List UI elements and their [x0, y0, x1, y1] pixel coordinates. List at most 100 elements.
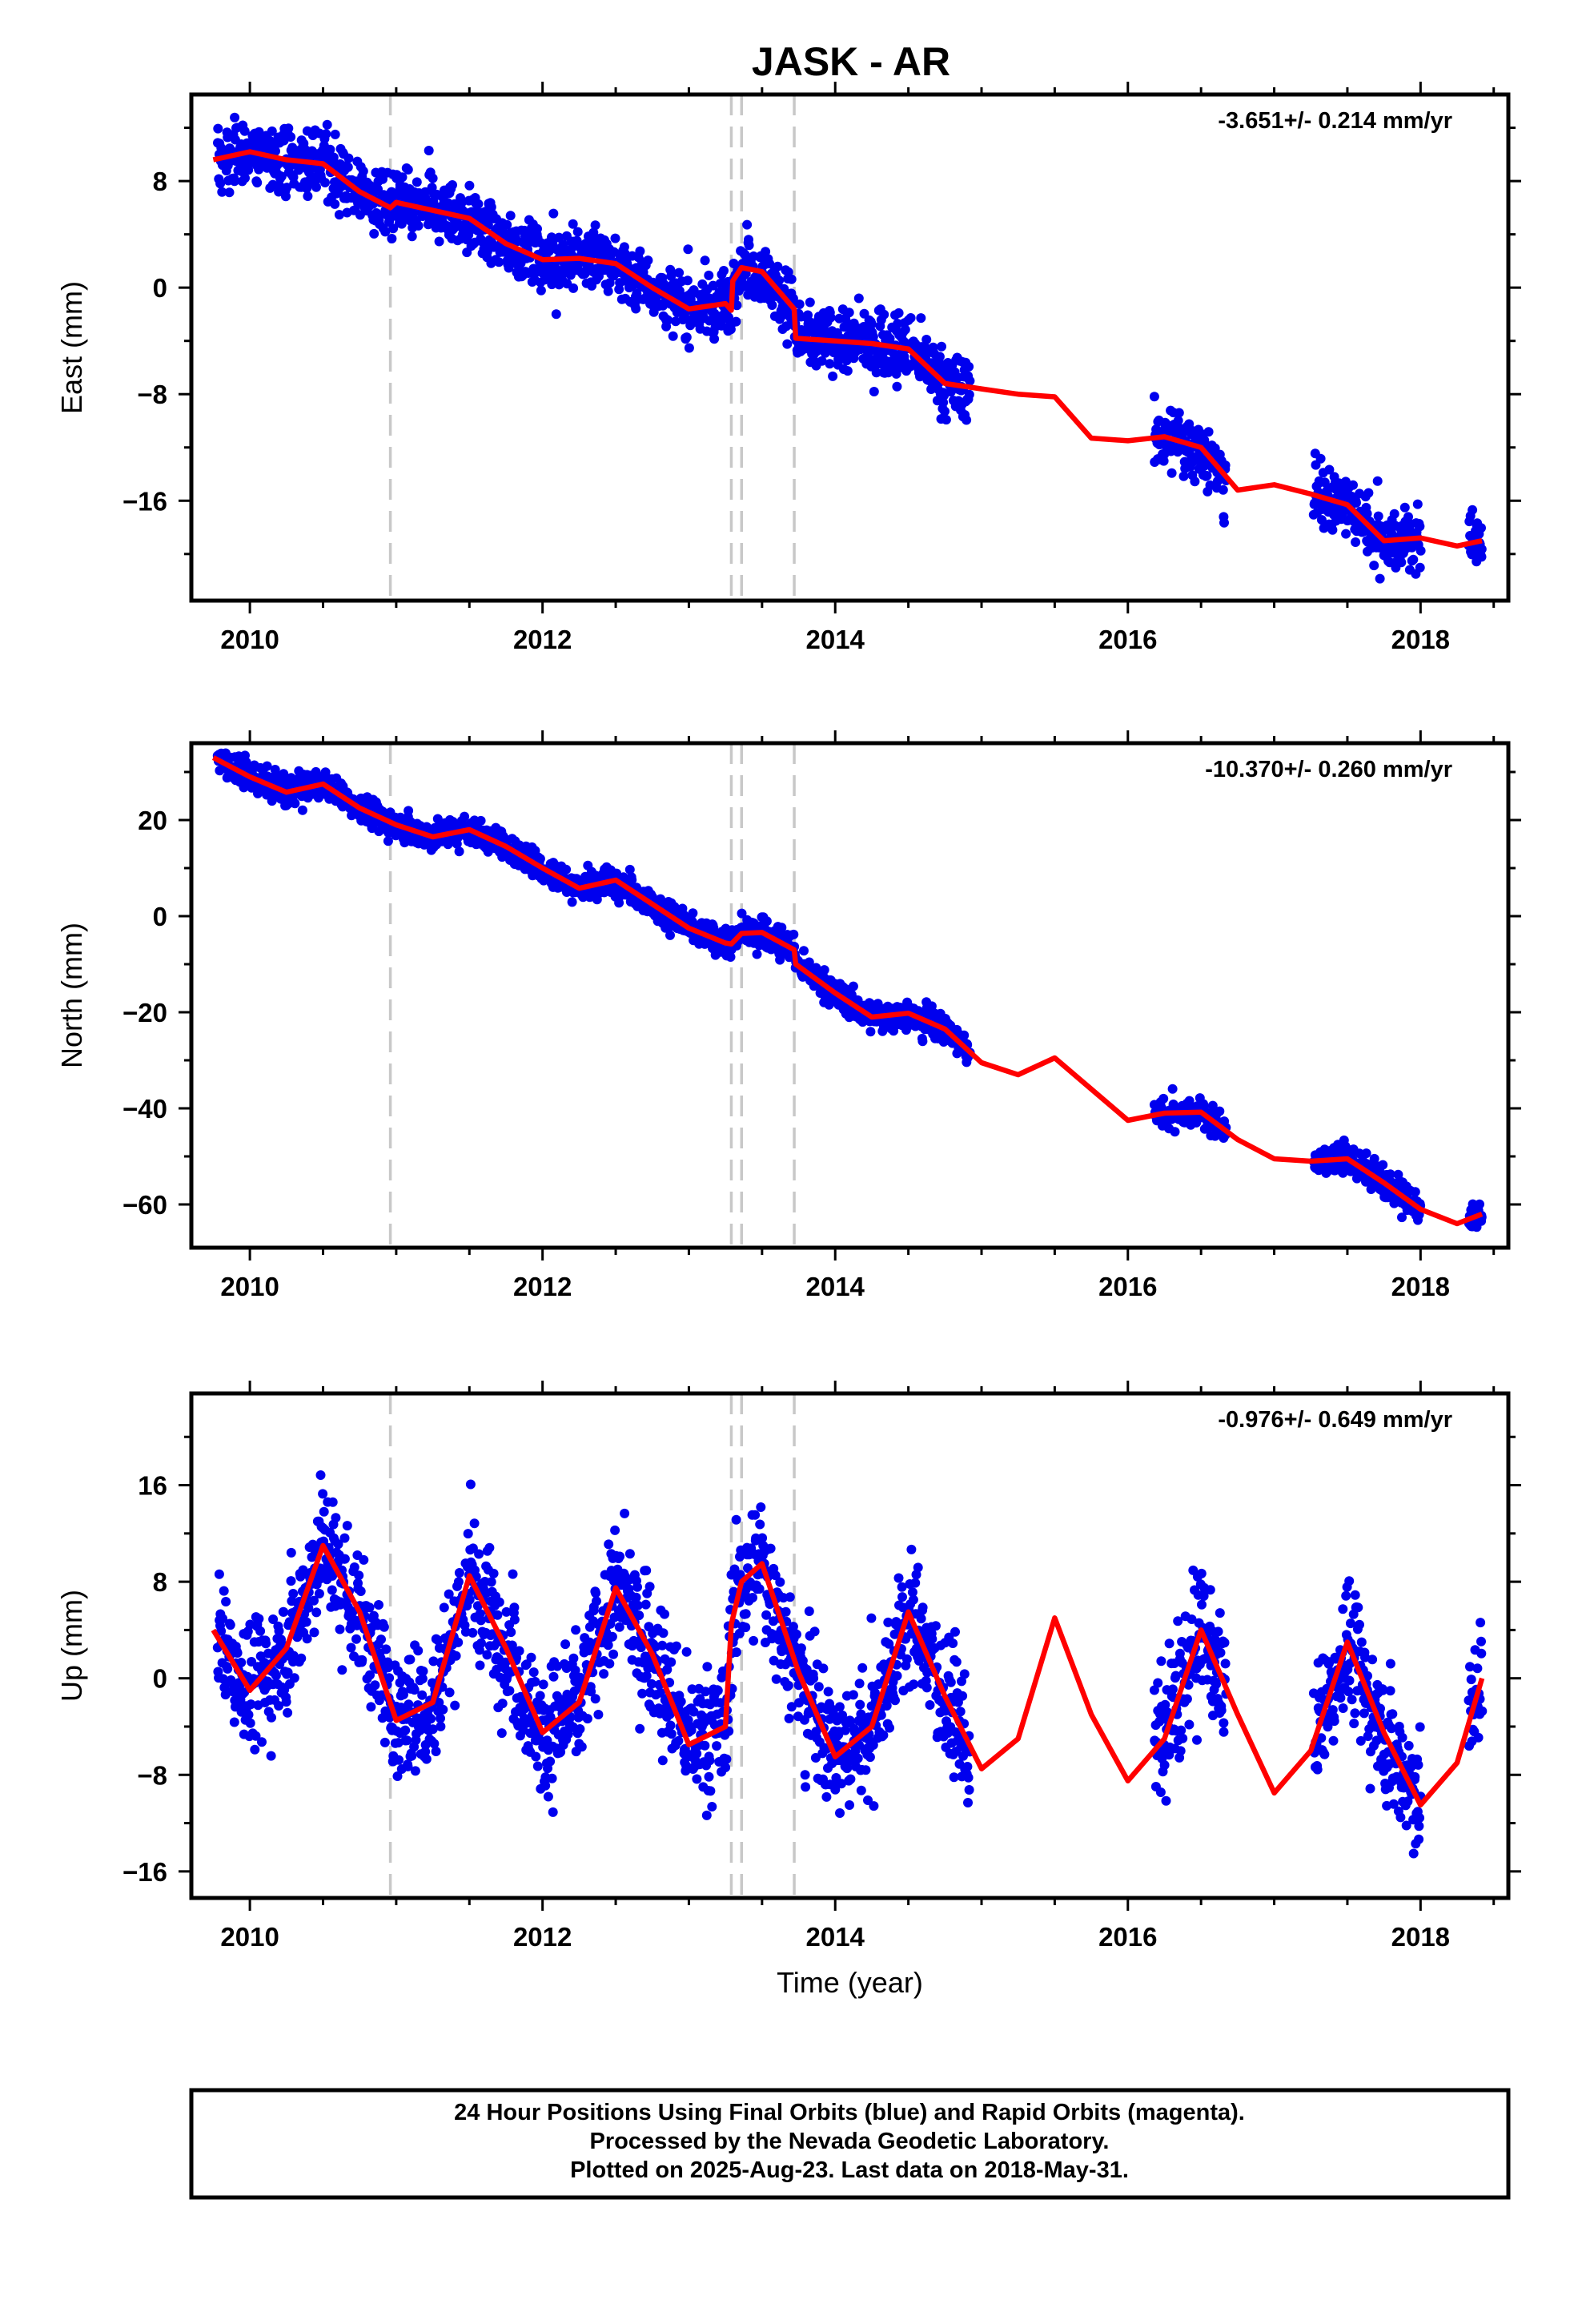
- data-point: [568, 283, 579, 293]
- data-point: [868, 332, 878, 342]
- data-point: [865, 1027, 876, 1037]
- data-point: [893, 308, 904, 318]
- data-point: [496, 1728, 507, 1739]
- data-point: [358, 166, 368, 176]
- data-point: [488, 1568, 499, 1578]
- data-point: [251, 1731, 261, 1741]
- data-point: [216, 1626, 227, 1636]
- east-y-axis-label: East (mm): [55, 281, 88, 414]
- data-point: [825, 359, 835, 369]
- data-point: [632, 1582, 642, 1592]
- data-point: [627, 875, 637, 885]
- data-point: [380, 227, 391, 237]
- data-point: [243, 1710, 254, 1720]
- data-point: [469, 1518, 480, 1529]
- data-point: [266, 1751, 276, 1761]
- data-point: [288, 1651, 299, 1661]
- data-point: [476, 815, 486, 826]
- data-point: [732, 300, 742, 311]
- data-point: [590, 1694, 600, 1704]
- data-point: [474, 1549, 484, 1559]
- data-point: [528, 1667, 539, 1678]
- data-point: [339, 1533, 350, 1543]
- data-point: [657, 1640, 668, 1651]
- x-tick-label: 2016: [1098, 625, 1157, 654]
- data-point: [777, 923, 787, 933]
- data-point: [282, 183, 292, 193]
- data-point: [782, 339, 793, 349]
- data-point: [369, 228, 379, 239]
- data-point: [1315, 453, 1326, 464]
- data-point: [671, 316, 681, 327]
- data-point: [365, 1670, 375, 1680]
- data-point: [752, 949, 762, 959]
- data-point: [917, 1036, 928, 1047]
- data-point: [1404, 523, 1415, 533]
- data-point: [1154, 426, 1163, 436]
- data-point: [494, 257, 504, 267]
- data-point: [355, 1586, 366, 1596]
- data-point: [1412, 499, 1423, 509]
- data-point: [551, 309, 561, 320]
- data-point: [575, 1724, 585, 1734]
- data-point: [604, 1539, 614, 1550]
- data-point: [1220, 460, 1231, 470]
- data-point: [547, 1773, 557, 1783]
- data-point: [405, 1655, 416, 1665]
- data-point: [666, 1657, 677, 1667]
- data-point: [339, 1554, 350, 1564]
- data-point: [327, 1497, 338, 1507]
- data-point: [221, 1597, 231, 1606]
- data-point: [965, 376, 975, 386]
- data-point: [767, 300, 777, 310]
- data-point: [486, 1577, 496, 1587]
- data-point: [384, 1673, 395, 1683]
- data-point: [413, 1646, 424, 1656]
- data-point: [905, 313, 916, 323]
- data-point: [337, 1665, 347, 1675]
- data-point: [871, 368, 881, 378]
- data-point: [413, 220, 424, 231]
- data-point: [669, 902, 680, 912]
- data-point: [937, 341, 946, 352]
- data-point: [819, 965, 829, 975]
- data-point: [321, 129, 331, 139]
- data-point: [451, 1651, 461, 1661]
- data-point: [482, 1650, 492, 1660]
- data-point: [681, 1647, 692, 1657]
- data-point: [219, 1586, 229, 1596]
- data-point: [599, 1669, 609, 1679]
- data-point: [532, 1761, 543, 1771]
- data-point: [548, 1671, 559, 1682]
- data-point: [514, 1646, 524, 1656]
- data-point: [311, 766, 321, 777]
- data-point: [1363, 488, 1374, 498]
- data-point: [1369, 561, 1379, 571]
- data-point: [526, 1652, 536, 1663]
- data-point: [640, 1599, 651, 1610]
- data-point: [214, 1569, 224, 1579]
- data-point: [688, 908, 698, 919]
- data-point: [610, 233, 620, 243]
- data-point: [320, 178, 330, 187]
- data-point: [261, 1638, 271, 1649]
- data-point: [674, 267, 685, 278]
- data-point: [286, 132, 296, 142]
- x-tick-label: 2014: [806, 1272, 865, 1301]
- data-point: [582, 1714, 592, 1724]
- data-point: [959, 1030, 970, 1040]
- data-point: [1324, 464, 1335, 475]
- data-point: [254, 1614, 264, 1624]
- data-point: [225, 1620, 235, 1630]
- data-point: [484, 1542, 495, 1553]
- data-point: [330, 199, 340, 209]
- data-point: [331, 1513, 341, 1523]
- data-point: [643, 255, 653, 266]
- data-point: [1203, 427, 1214, 437]
- data-point: [486, 202, 496, 212]
- data-point: [492, 1610, 503, 1620]
- data-point: [431, 1747, 441, 1756]
- data-point: [448, 180, 457, 190]
- data-point: [866, 319, 877, 329]
- data-point: [1410, 1187, 1420, 1197]
